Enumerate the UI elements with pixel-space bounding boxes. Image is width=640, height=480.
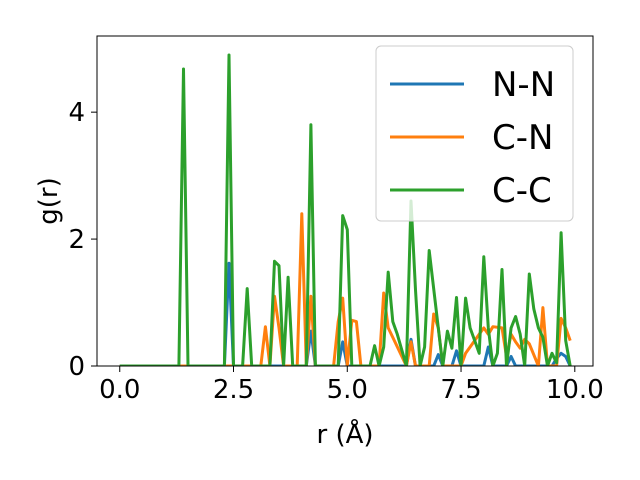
y-tick-label: 2 [68, 225, 85, 255]
y-tick-label: 0 [68, 352, 85, 382]
x-axis-label: r (Å) [316, 418, 373, 450]
y-axis-label: g(r) [34, 177, 64, 224]
legend-label-n-n: N-N [492, 65, 555, 105]
y-axis: 0 2 4 [68, 98, 97, 382]
x-tick-label: 5.0 [327, 375, 368, 405]
y-tick-label: 4 [68, 98, 85, 128]
x-tick-label: 10.0 [546, 375, 604, 405]
series-line-c-c [119, 53, 572, 366]
plot-area-frame [96, 35, 594, 367]
x-axis: 0.0 2.5 5.0 7.5 10.0 [99, 366, 604, 405]
series-line-n-n [119, 261, 572, 366]
series-layer [119, 53, 572, 366]
legend-label-c-c: C-C [492, 171, 552, 211]
x-tick-label: 7.5 [440, 375, 481, 405]
legend-label-c-n: C-N [492, 118, 553, 158]
x-tick-label: 0.0 [99, 375, 140, 405]
legend-box [375, 45, 574, 222]
x-tick-label: 2.5 [213, 375, 254, 405]
legend: N-N C-N C-C [375, 45, 574, 222]
